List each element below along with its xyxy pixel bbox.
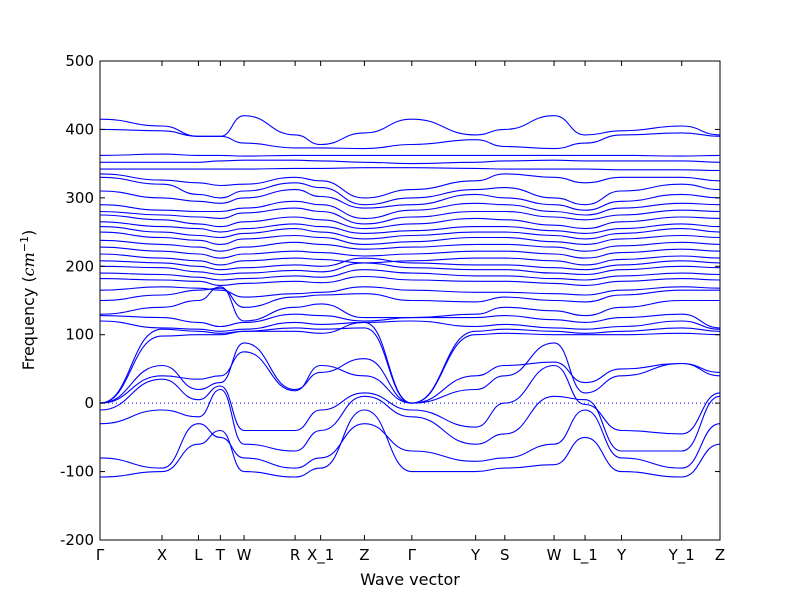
y-tick-label: 100	[65, 326, 94, 344]
y-axis-label-unit: cm	[19, 252, 38, 276]
band-line-15	[99, 239, 721, 252]
band-line-21	[99, 275, 721, 286]
band-line-18	[99, 257, 721, 271]
x-tick-label: Y	[470, 546, 481, 564]
band-line-1	[99, 115, 721, 146]
x-tick-label: Z	[359, 546, 369, 564]
band-line-25	[99, 313, 721, 329]
y-axis-label-close: )	[19, 230, 38, 236]
band-line-29	[99, 342, 721, 404]
x-tick-label: Y	[616, 546, 627, 564]
x-tick-label: T	[215, 546, 226, 564]
band-line-20	[99, 269, 721, 281]
band-line-8	[99, 189, 721, 211]
plot-frame	[99, 60, 721, 541]
band-line-19	[99, 262, 721, 276]
x-tick-label: L	[194, 546, 203, 564]
x-tick-label: R	[290, 546, 300, 564]
y-tick-label: -200	[60, 531, 94, 549]
x-axis-label: Wave vector	[360, 570, 460, 589]
x-tick-label: X_1	[307, 546, 334, 565]
band-line-14	[99, 231, 721, 245]
band-line-2	[99, 128, 721, 150]
band-line-13	[99, 226, 721, 240]
band-line-31	[99, 364, 721, 435]
band-line-33	[99, 409, 721, 469]
y-axis-label: Frequency (cm−1)	[18, 230, 38, 371]
band-line-9	[99, 200, 721, 219]
x-tick-label: Γ	[408, 546, 417, 564]
x-tick-label: Z	[715, 546, 725, 564]
x-axis-ticks: Γ X L T W R X_1 Z Γ Y S W L_1 Y Y_1 Z	[96, 61, 725, 565]
band-line-7	[99, 176, 721, 206]
band-line-10	[99, 207, 721, 225]
y-tick-label: 200	[65, 257, 94, 275]
x-tick-label: S	[500, 546, 510, 564]
x-tick-label: L_1	[572, 546, 597, 565]
x-tick-label: W	[237, 546, 252, 564]
band-line-23	[99, 287, 720, 308]
x-tick-label: W	[547, 546, 562, 564]
band-line-11	[99, 214, 721, 230]
band-line-4	[100, 159, 721, 165]
band-line-16	[99, 246, 721, 259]
band-line-6	[99, 173, 721, 199]
band-line-24	[99, 286, 720, 322]
x-tick-label: X	[157, 546, 167, 564]
y-axis-label-main: Frequency (	[19, 276, 38, 370]
band-line-3	[99, 153, 721, 157]
band-line-22	[99, 286, 721, 298]
y-tick-label: -100	[60, 463, 94, 481]
x-tick-label: Y_1	[668, 546, 695, 565]
y-tick-label: 0	[84, 394, 94, 412]
band-line-34	[99, 409, 721, 478]
band-line-12	[99, 221, 721, 234]
band-line-30	[99, 351, 721, 404]
band-line-27	[99, 327, 721, 404]
y-axis-ticks: -200 -100 0 100 200 300 400 500	[60, 52, 720, 549]
band-line-5	[100, 167, 721, 172]
y-tick-label: 500	[65, 52, 94, 70]
band-line-28	[99, 321, 721, 404]
band-line-32	[99, 388, 721, 452]
y-tick-label: 300	[65, 189, 94, 207]
band-line-26	[99, 320, 721, 332]
x-tick-label: Γ	[96, 546, 105, 564]
band-line-17	[99, 253, 721, 266]
series-layer	[99, 115, 721, 478]
y-axis-label-exponent: −1	[18, 236, 31, 252]
y-tick-label: 400	[65, 120, 94, 138]
